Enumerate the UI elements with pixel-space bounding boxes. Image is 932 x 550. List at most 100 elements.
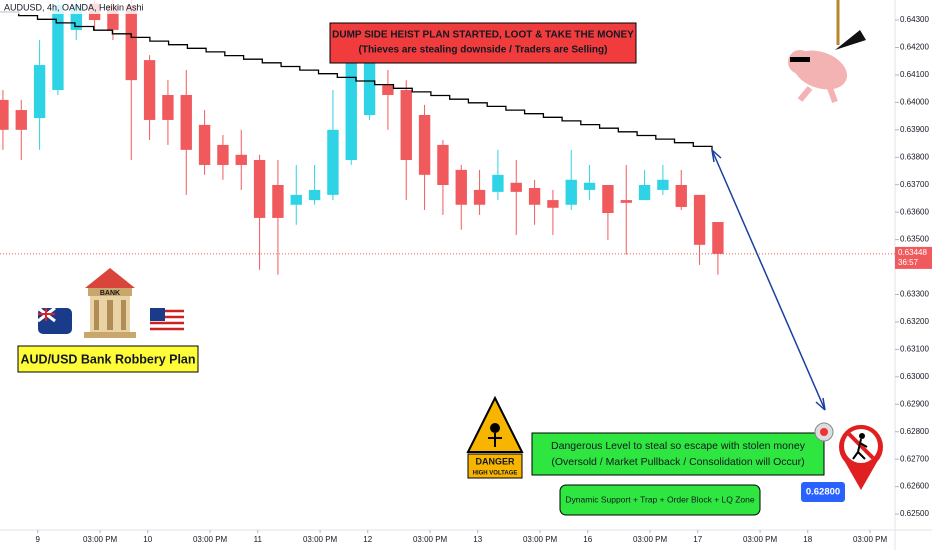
x-tick-label: 18 [803, 535, 812, 544]
zone-box: Dynamic Support + Trap + Order Block + L… [559, 484, 761, 516]
candle-body [327, 129, 339, 195]
candle-body [547, 200, 559, 208]
y-tick-label: 0.63100 [900, 345, 929, 354]
chart-title: AUDUSD, 4h, OANDA, Heikin Ashi [4, 2, 144, 12]
y-tick-label: 0.63800 [900, 152, 929, 161]
candle-body [583, 182, 596, 190]
candle-body [107, 4, 119, 30]
x-tick-label: 03:00 PM [853, 535, 888, 544]
candle-body [693, 194, 706, 245]
target-icon [814, 422, 834, 442]
candle-body [33, 65, 46, 119]
y-tick-label: 0.62600 [900, 482, 929, 491]
candle-body [400, 90, 412, 161]
candle-body [382, 85, 394, 95]
heist-box: DUMP SIDE HEIST PLAN STARTED, LOOT & TAK… [329, 22, 637, 64]
candle-body [363, 60, 376, 116]
countdown: 36:57 [898, 258, 919, 267]
x-tick-label: 9 [36, 535, 41, 544]
candle-body [290, 194, 302, 205]
candle-body [235, 154, 247, 165]
y-tick-label: 0.64300 [900, 15, 929, 24]
x-tick-label: 03:00 PM [743, 535, 778, 544]
x-tick-label: 03:00 PM [83, 535, 118, 544]
candle-body [602, 184, 614, 213]
candle-body [217, 144, 229, 165]
heist-subtitle: (Thieves are stealing downside / Traders… [359, 45, 608, 56]
candle-body [345, 60, 357, 161]
bank-label: BANK [100, 290, 120, 297]
y-tick-label: 0.64200 [900, 43, 929, 52]
level-title: Dangerous Level to steal so escape with … [551, 440, 806, 452]
trend-line [0, 11, 713, 150]
candle-body [70, 4, 82, 30]
bank-icon: BANK [84, 268, 136, 338]
y-tick-label: 0.63700 [900, 180, 929, 189]
plot [0, 0, 895, 275]
candle-body [510, 182, 522, 192]
candle-body [125, 4, 137, 81]
y-tick-label: 0.63900 [900, 125, 929, 134]
candle-body [657, 179, 669, 190]
candle-body [0, 99, 9, 130]
candle-body [675, 184, 687, 207]
plan-label: AUD/USD Bank Robbery Plan [20, 352, 195, 366]
x-tick-label: 12 [363, 535, 372, 544]
x-tick-label: 03:00 PM [413, 535, 448, 544]
candle-body [198, 124, 211, 165]
y-tick-label: 0.63000 [900, 372, 929, 381]
y-tick-label: 0.62900 [900, 399, 929, 408]
candle-body [143, 60, 156, 120]
x-tick-label: 03:00 PM [633, 535, 668, 544]
x-tick-label: 16 [583, 535, 592, 544]
danger-label: DANGER [475, 456, 515, 466]
candle-body [15, 110, 27, 130]
x-tick-label: 11 [254, 535, 263, 544]
x-tick-label: 03:00 PM [523, 535, 558, 544]
level-box: Dangerous Level to steal so escape with … [531, 432, 825, 476]
x-tick-label: 13 [473, 535, 482, 544]
y-tick-label: 0.64100 [900, 70, 929, 79]
y-tick-label: 0.64000 [900, 97, 929, 106]
candle-body [620, 200, 632, 203]
candle-body [473, 189, 486, 205]
y-tick-label: 0.63300 [900, 290, 929, 299]
y-tick-label: 0.63600 [900, 207, 929, 216]
candle-body [492, 174, 504, 192]
title-bg [0, 0, 240, 14]
zone-label: Dynamic Support + Trap + Order Block + L… [565, 494, 754, 504]
candle-body [565, 179, 577, 205]
x-tick-label: 03:00 PM [193, 535, 228, 544]
x-tick-label: 03:00 PM [303, 535, 338, 544]
heist-title: DUMP SIDE HEIST PLAN STARTED, LOOT & TAK… [332, 30, 634, 41]
candle-body [253, 160, 266, 218]
candle-body [437, 144, 449, 185]
target-text: 0.62800 [806, 487, 840, 498]
last-price-label: 0.63448 [898, 248, 927, 257]
y-tick-label: 0.62500 [900, 509, 929, 518]
candle-body [455, 169, 467, 205]
candle-body [418, 115, 431, 175]
y-tick-label: 0.62800 [900, 427, 929, 436]
flag-australia [37, 306, 72, 334]
y-tick-label: 0.63200 [900, 317, 929, 326]
voltage-label: HIGH VOLTAGE [473, 471, 518, 477]
plan-box: AUD/USD Bank Robbery Plan [17, 345, 199, 373]
candle-body [528, 188, 541, 205]
y-tick-label: 0.63500 [900, 235, 929, 244]
level-subtitle: (Oversold / Market Pullback / Consolidat… [551, 456, 804, 468]
candle-body [638, 184, 651, 201]
danger-sign: DANGER HIGH VOLTAGE [466, 395, 524, 479]
candle-body [272, 184, 284, 218]
target-label: 0.62800 [801, 482, 845, 502]
candle-body [712, 222, 724, 254]
robber-icon [788, 0, 866, 104]
no-sign [839, 424, 884, 490]
y-tick-label: 0.62700 [900, 454, 929, 463]
x-tick-label: 10 [143, 535, 152, 544]
candle-body [180, 94, 192, 150]
x-tick-label: 17 [693, 535, 702, 544]
last-price-badge [895, 246, 932, 269]
flag-usa [150, 308, 184, 334]
